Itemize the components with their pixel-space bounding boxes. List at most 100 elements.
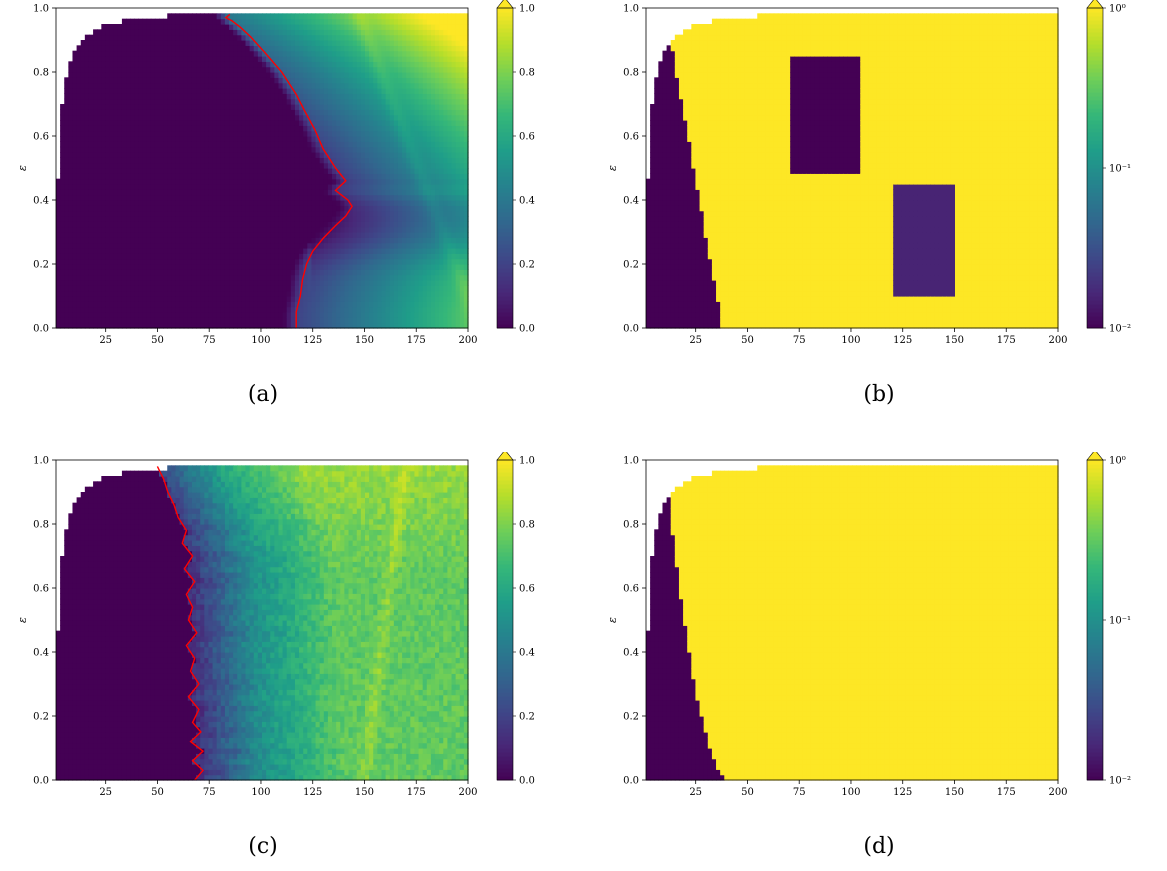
heatmap-cell (93, 232, 98, 238)
heatmap-cell (159, 141, 164, 148)
heatmap-cell (84, 221, 90, 228)
heatmap-cell (72, 184, 78, 190)
heatmap-cell (303, 72, 308, 78)
heatmap-cell (208, 56, 214, 62)
heatmap-cell (224, 264, 230, 270)
heatmap-cell (311, 136, 317, 142)
heatmap-cell (340, 130, 345, 137)
heatmap-cell (303, 184, 308, 190)
heatmap-cell (369, 120, 374, 126)
heatmap-cell (154, 210, 160, 217)
heatmap-cell (113, 317, 119, 324)
heatmap-cell (356, 24, 362, 30)
heatmap-cell (299, 50, 304, 57)
heatmap-cell (241, 114, 247, 121)
heatmap-cell (249, 61, 255, 68)
heatmap-cell (253, 141, 259, 148)
heatmap-cell (299, 189, 304, 196)
heatmap-cell (101, 258, 107, 265)
heatmap-cell (344, 88, 350, 94)
heatmap-cell (389, 66, 395, 73)
heatmap-cell (389, 61, 395, 68)
heatmap-cell (348, 56, 354, 62)
heatmap-cell (229, 269, 234, 276)
heatmap-cell (150, 290, 156, 297)
heatmap-cell (134, 184, 139, 190)
heatmap-cell (117, 317, 123, 324)
heatmap-cell (212, 301, 218, 308)
heatmap-cell (72, 88, 78, 94)
heatmap-cell (150, 216, 156, 222)
heatmap-cell (134, 306, 139, 313)
heatmap-cell (142, 24, 148, 30)
heatmap-cell (93, 322, 98, 329)
heatmap-cell (88, 173, 94, 180)
heatmap-cell (290, 312, 296, 318)
heatmap-cell (142, 56, 148, 62)
heatmap-cell (105, 253, 111, 260)
heatmap-cell (393, 114, 399, 121)
heatmap-cell (282, 157, 288, 164)
heatmap-cell (187, 120, 193, 126)
heatmap-cell (101, 146, 107, 153)
heatmap-cell (253, 269, 259, 276)
heatmap-cell (146, 280, 152, 286)
heatmap-cell (130, 210, 135, 217)
heatmap-cell (117, 88, 123, 94)
heatmap-cell (208, 136, 214, 142)
heatmap-cell (397, 141, 403, 148)
heatmap-cell (385, 56, 391, 62)
heatmap-cell (105, 301, 111, 308)
heatmap-cell (336, 312, 341, 318)
heatmap-cell (237, 157, 242, 164)
heatmap-cell (154, 146, 160, 153)
heatmap-cell (290, 93, 296, 100)
heatmap-cell (365, 216, 370, 222)
heatmap-cell (204, 317, 210, 324)
heatmap-cell (208, 194, 214, 201)
heatmap-cell (332, 61, 337, 68)
heatmap-cell (356, 125, 362, 132)
heatmap-cell (204, 77, 210, 84)
heatmap-cell (204, 24, 210, 30)
heatmap-cell (257, 157, 263, 164)
heatmap-cell (237, 109, 242, 116)
heatmap-cell (68, 184, 74, 190)
heatmap-cell (204, 152, 210, 158)
heatmap-cell (60, 242, 65, 249)
heatmap-cell (150, 72, 156, 78)
heatmap-cell (381, 210, 387, 217)
heatmap-cell (183, 296, 189, 302)
heatmap-cell (109, 24, 115, 30)
heatmap-cell (266, 77, 271, 84)
heatmap-cell (282, 200, 288, 206)
heatmap-cell (241, 280, 247, 286)
heatmap-cell (80, 280, 86, 286)
heatmap-cell (146, 93, 152, 100)
heatmap-cell (377, 200, 383, 206)
heatmap-cell (80, 296, 86, 302)
heatmap-cell (253, 56, 259, 62)
heatmap-cell (262, 88, 267, 94)
heatmap-cell (117, 24, 123, 30)
heatmap-cell (130, 50, 135, 57)
heatmap-cell (406, 24, 411, 30)
heatmap-cell (340, 136, 345, 142)
heatmap-cell (299, 146, 304, 153)
heatmap-cell (146, 146, 152, 153)
heatmap-cell (319, 61, 325, 68)
heatmap-cell (60, 205, 65, 212)
heatmap-cell (393, 253, 399, 260)
heatmap-cell (237, 248, 242, 254)
heatmap-cell (216, 274, 222, 281)
heatmap-cell (233, 205, 238, 212)
heatmap-cell (294, 104, 300, 110)
heatmap-cell (163, 45, 168, 52)
heatmap-cell (167, 56, 172, 62)
heatmap-cell (241, 24, 247, 30)
heatmap-cell (191, 157, 197, 164)
heatmap-cell (373, 93, 378, 100)
heatmap-cell (68, 77, 74, 84)
heatmap-cell (224, 66, 230, 73)
heatmap-cell (109, 237, 115, 244)
